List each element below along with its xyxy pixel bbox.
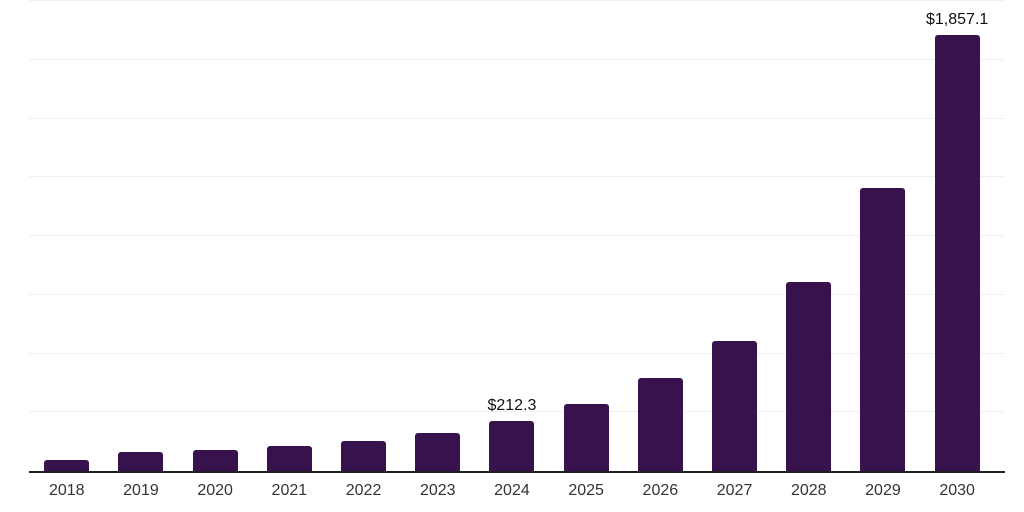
x-axis-line xyxy=(29,471,1005,473)
x-tick-label: 2020 xyxy=(197,482,233,499)
bar-2029 xyxy=(860,187,906,471)
gridline xyxy=(29,0,1005,1)
x-tick-label: 2028 xyxy=(790,482,827,499)
bar-value-label: $1,857.1 xyxy=(926,10,989,28)
x-tick-label: 2026 xyxy=(642,482,679,499)
gridline xyxy=(29,176,1005,178)
x-axis-labels: 2018 2019 2020 2021 2022 2023 2024 2025 2026 2027… xyxy=(29,478,1005,508)
bar-2025 xyxy=(563,403,609,471)
x-tick-label: 2024 xyxy=(494,482,530,499)
x-tick-label: 2023 xyxy=(419,482,456,499)
bar-2026 xyxy=(637,377,683,471)
x-tick-label: 2021 xyxy=(271,482,308,499)
x-tick-label: 2022 xyxy=(345,482,382,499)
bar-value-label: $212.3 xyxy=(487,397,537,415)
gridline xyxy=(29,411,1005,413)
gridline xyxy=(29,58,1005,60)
x-tick-label: 2019 xyxy=(123,482,159,499)
bar-2020 xyxy=(192,450,238,471)
bar-2018 xyxy=(44,459,90,471)
gridline xyxy=(29,117,1005,119)
gridline xyxy=(29,293,1005,295)
plot-area: $212.3 $1,857.1 xyxy=(29,0,1005,473)
bar-2024 xyxy=(489,421,535,471)
bar-2028 xyxy=(786,282,832,471)
x-tick-label: 2025 xyxy=(568,482,604,499)
bar-2023 xyxy=(415,433,461,471)
bar-2019 xyxy=(118,451,164,471)
gridline xyxy=(29,235,1005,236)
x-tick-label: 2027 xyxy=(716,482,753,499)
gridline xyxy=(29,352,1005,354)
x-tick-label: 2029 xyxy=(865,482,901,499)
bar-2022 xyxy=(341,441,387,471)
x-tick-label: 2018 xyxy=(48,482,85,499)
x-tick-label: 2030 xyxy=(939,482,975,499)
bar-2021 xyxy=(266,445,312,471)
bar-2030 xyxy=(934,34,980,471)
bar-2027 xyxy=(712,341,758,471)
